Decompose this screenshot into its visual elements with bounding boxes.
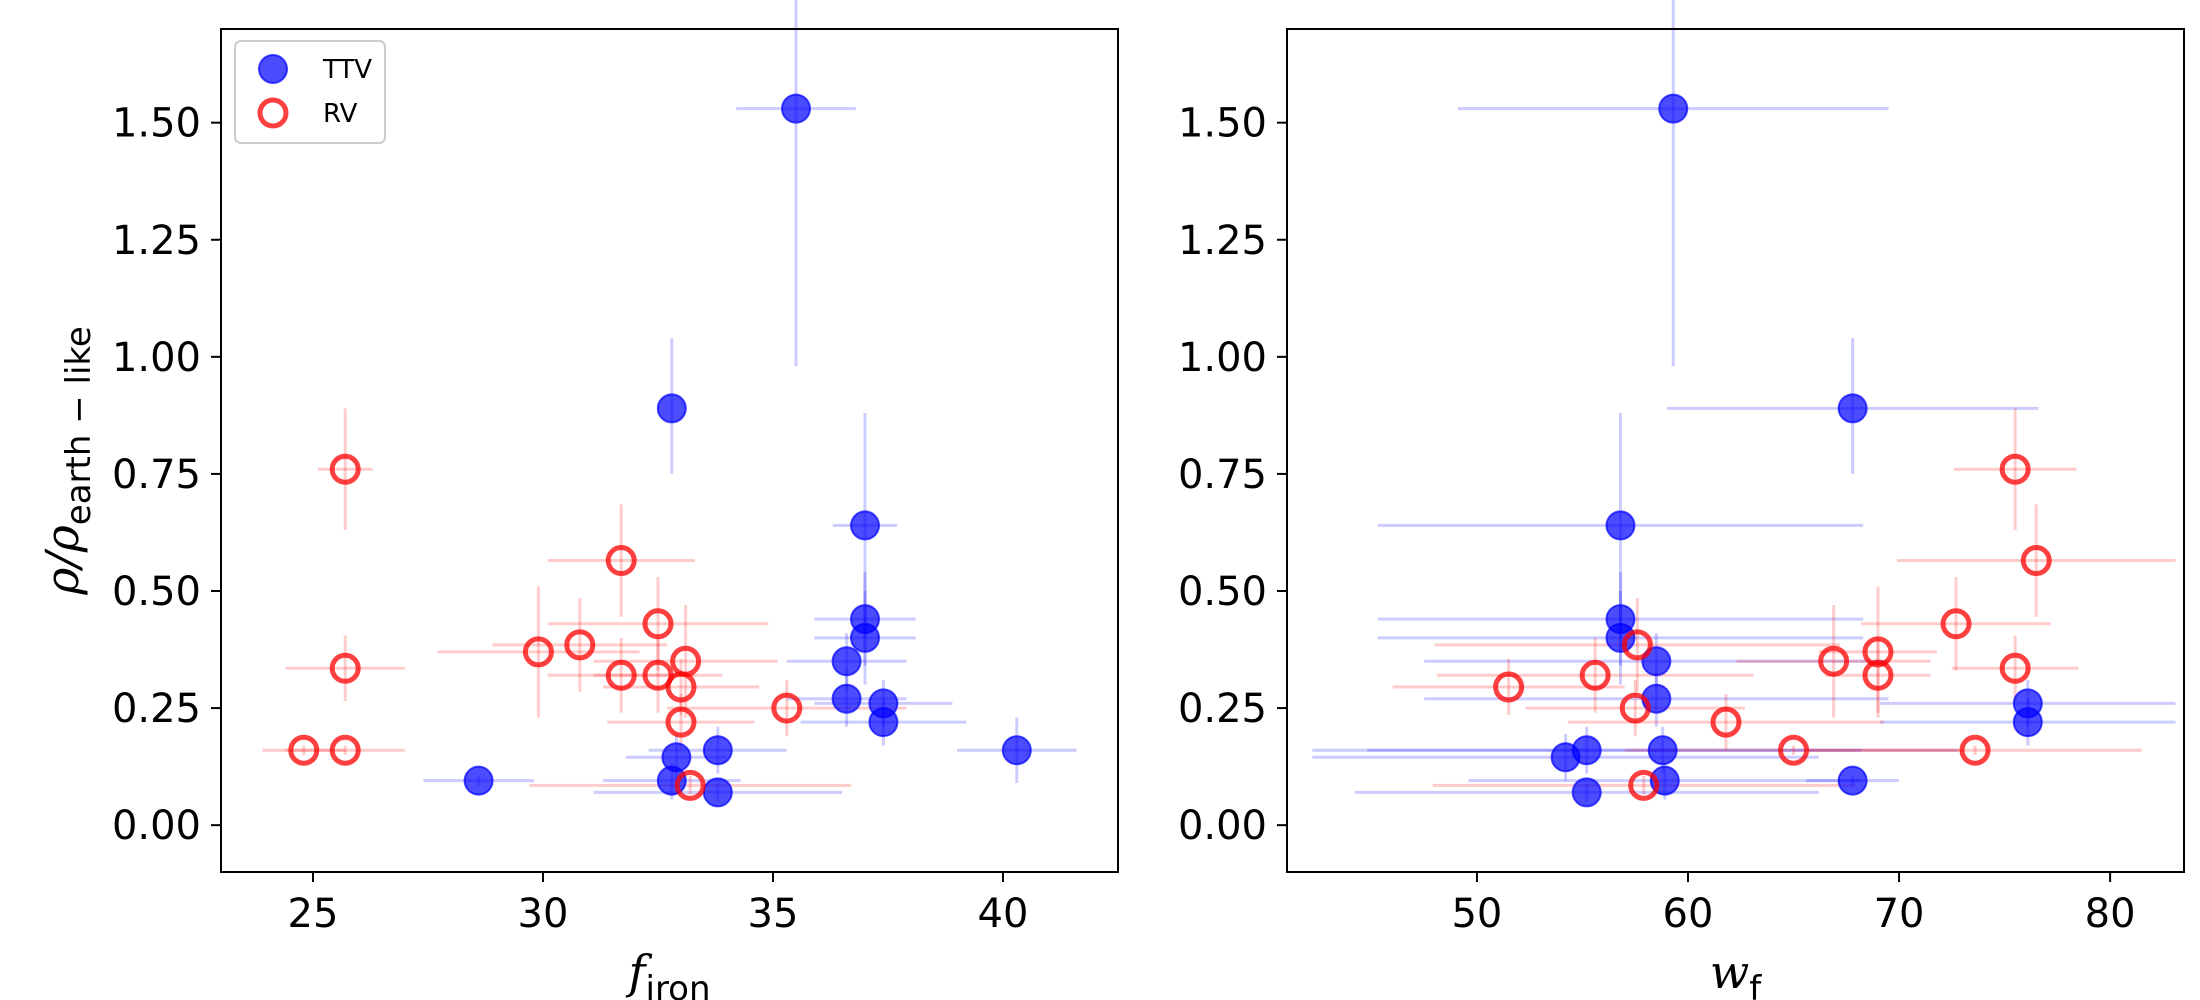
plot-frame [220, 28, 1119, 873]
rv-point-7 [1862, 659, 1894, 691]
ttv-point-1 [1837, 393, 1868, 424]
rv-point-0 [329, 453, 361, 485]
ttv-point-13 [463, 765, 494, 796]
ttv-point-14 [1571, 777, 1602, 808]
rv-point-3 [522, 636, 554, 668]
rv-point-1 [605, 545, 637, 577]
legend-marker-ttv [258, 54, 288, 84]
ttv-point-11 [1550, 742, 1581, 773]
rv-point-9 [1710, 706, 1742, 738]
x-axis-label-main: w [1710, 945, 1749, 999]
panel-right-w-f: 50 60 70 80 0.00 0.25 0.50 0.75 1.00 1.25 1.50 wf [1178, 0, 2185, 1000]
rv-point-12 [1778, 734, 1810, 766]
rv-point-4 [1621, 629, 1653, 661]
x-tick-label-2: 70 [1874, 891, 1925, 937]
legend: TTV RV [234, 40, 386, 144]
x-tick-label-2: 35 [748, 891, 799, 937]
panel-left-f-iron: 25 30 35 40 0.00 0.25 0.50 0.75 1.00 1.25 1.50 firo… [35, 0, 1119, 1000]
y-tick-label-5: 1.25 [1178, 218, 1267, 264]
y-tick-label-3: 0.75 [112, 452, 201, 498]
ttv-point-4 [850, 622, 880, 653]
rv-point-14 [1628, 769, 1660, 801]
rv-point-10 [771, 692, 803, 724]
ttv-point-4 [1605, 622, 1636, 653]
y-axis-label-subscript: earth − like [59, 326, 99, 525]
ttv-point-8 [2012, 707, 2043, 738]
y-tick-label-1: 0.25 [1178, 686, 1267, 732]
rv-point-8 [1493, 671, 1525, 703]
x-tick-label-0: 25 [288, 891, 339, 937]
y-tick-label-6: 1.50 [1178, 101, 1267, 147]
y-tick-label-5: 1.25 [112, 218, 201, 264]
rv-point-6 [1579, 659, 1611, 691]
rv-point-11 [1999, 652, 2031, 684]
rv-point-5 [1818, 645, 1850, 677]
rv-point-2 [1940, 608, 1972, 640]
ttv-point-12 [656, 765, 687, 796]
y-tick-label-0: 0.00 [112, 803, 201, 849]
y-tick-label-6: 1.50 [112, 101, 201, 147]
rv-point-12 [288, 734, 320, 766]
rv-point-14 [674, 769, 706, 801]
ttv-point-1 [656, 393, 687, 424]
x-tick-label-1: 30 [518, 891, 569, 937]
y-tick-label-3: 0.75 [1178, 452, 1267, 498]
plot-frame [1286, 28, 2185, 873]
rv-point-4 [564, 629, 596, 661]
ttv-point-9 [1001, 735, 1032, 766]
rv-point-6 [605, 659, 637, 691]
ttv-point-14 [702, 777, 733, 808]
rv-point-0 [1999, 453, 2031, 485]
rv-point-13 [1959, 734, 1991, 766]
ttv-point-8 [868, 707, 899, 738]
rv-point-2 [642, 608, 674, 640]
y-tick-label-0: 0.00 [1178, 803, 1267, 849]
x-axis-label: firon [625, 945, 710, 1000]
ttv-point-5 [831, 646, 862, 677]
rv-point-13 [329, 734, 361, 766]
ttv-point-9 [1647, 735, 1678, 766]
y-tick-label-2: 0.50 [112, 569, 201, 615]
x-tick-label-0: 50 [1451, 891, 1502, 937]
ttv-point-2 [1605, 510, 1636, 541]
y-axis-label: ρ/ρearth − like [35, 326, 99, 596]
x-axis-label: wf [1710, 945, 1762, 1000]
ttv-point-6 [831, 683, 862, 714]
rv-point-11 [329, 652, 361, 684]
rv-point-1 [2020, 545, 2052, 577]
y-tick-label-2: 0.50 [1178, 569, 1267, 615]
ttv-point-0 [1658, 93, 1689, 124]
rv-point-9 [665, 706, 697, 738]
y-tick-label-4: 1.00 [112, 335, 201, 381]
ttv-point-2 [850, 510, 880, 541]
rv-point-3 [1862, 636, 1894, 668]
x-tick-label-3: 80 [2085, 891, 2136, 937]
ttv-point-0 [781, 93, 811, 124]
legend-label-rv: RV [323, 99, 358, 129]
ttv-point-10 [702, 735, 733, 766]
ttv-point-13 [1837, 765, 1868, 796]
x-axis-label-subscript: f [1749, 969, 1762, 1000]
x-tick-label-3: 40 [978, 891, 1029, 937]
x-axis-label-subscript: iron [646, 969, 711, 1000]
legend-marker-rv [257, 97, 289, 129]
legend-label-ttv: TTV [322, 55, 372, 85]
rv-point-8 [665, 671, 697, 703]
y-tick-label-4: 1.00 [1178, 335, 1267, 381]
x-tick-label-1: 60 [1663, 891, 1714, 937]
y-axis-label-main: ρ/ρ [35, 525, 89, 596]
rv-point-10 [1619, 692, 1651, 724]
y-tick-label-1: 0.25 [112, 686, 201, 732]
